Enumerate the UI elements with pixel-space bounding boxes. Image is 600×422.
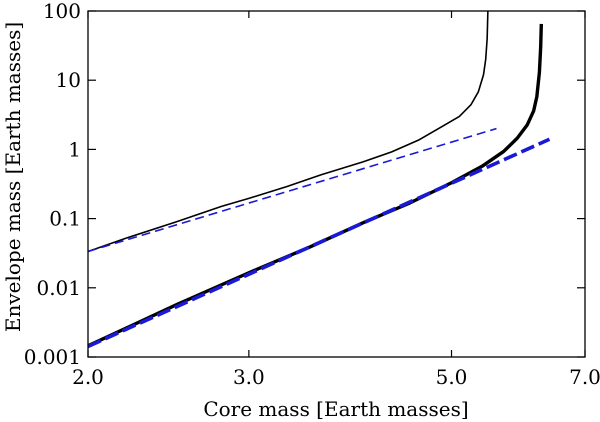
x-tick-label: 3.0 — [233, 365, 265, 389]
x-tick-label: 2.0 — [72, 365, 104, 389]
series-thick-blue-dashed — [87, 137, 551, 349]
y-axis-label: Envelope mass [Earth masses] — [1, 22, 25, 332]
x-tick-label: 5.0 — [436, 365, 468, 389]
series-thin-black-solid — [87, 10, 489, 253]
series-thin-blue-dashed — [87, 127, 497, 253]
y-tick-label: 1 — [68, 137, 81, 161]
x-tick-label: 7.0 — [569, 365, 600, 389]
y-tick-label: 0.01 — [36, 276, 81, 300]
plot-frame — [87, 10, 586, 358]
y-tick-label: 0.1 — [49, 207, 81, 231]
y-tick-label: 100 — [43, 0, 81, 23]
x-axis-label: Core mass [Earth masses] — [203, 397, 468, 421]
series-thick-black-solid — [87, 23, 544, 348]
series-layer — [87, 10, 551, 349]
y-tick-label: 10 — [56, 68, 81, 92]
tick-layer: 2.0 3.0 5.0 7.0 0.001 0.01 0.1 1 10 100 — [24, 0, 600, 389]
y-tick-label: 0.001 — [24, 345, 81, 369]
